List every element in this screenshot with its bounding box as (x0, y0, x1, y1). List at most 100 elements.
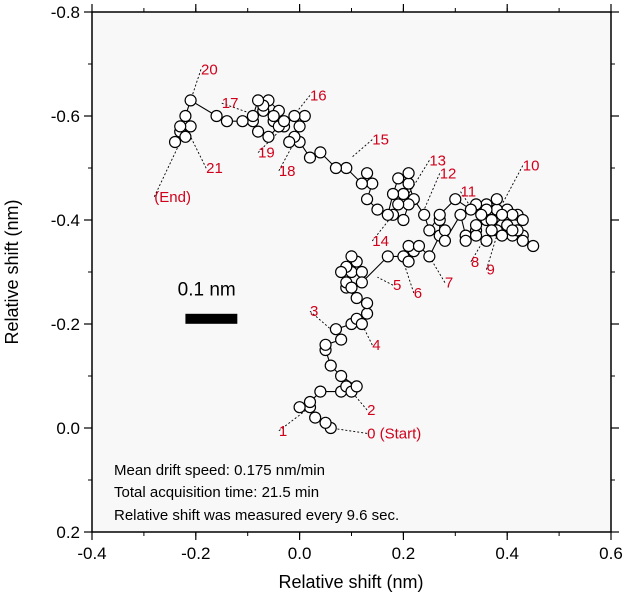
data-point (495, 229, 509, 242)
data-point (397, 187, 410, 201)
annotation-label: 3 (310, 303, 318, 320)
annotation-leader (288, 95, 311, 122)
y-tick-label: 0.0 (56, 419, 80, 438)
data-point (454, 208, 467, 221)
data-point (314, 146, 327, 159)
annotation-leader (377, 276, 394, 286)
data-point (329, 323, 343, 336)
data-point (516, 234, 529, 247)
annotation-label: 1 (279, 423, 287, 440)
data-point (168, 135, 182, 149)
data-point (251, 125, 265, 138)
data-point (506, 224, 519, 237)
data-point (433, 208, 446, 221)
data-point (210, 109, 223, 123)
data-point (475, 208, 488, 221)
data-point (438, 224, 452, 237)
data-point (360, 167, 374, 180)
x-tick-label: 0.6 (599, 544, 623, 563)
annotation-label: 13 (429, 152, 446, 169)
data-point (246, 109, 259, 123)
data-point (303, 151, 317, 164)
data-point (386, 187, 400, 201)
data-point (277, 115, 291, 128)
data-point (506, 208, 519, 221)
annotation-label: 11 (460, 184, 476, 201)
annotation-leader (190, 136, 207, 169)
data-point (469, 219, 483, 232)
data-point (402, 198, 415, 211)
data-point (184, 94, 197, 107)
annotation-label: 10 (523, 158, 540, 175)
data-point (350, 380, 363, 393)
data-point (293, 401, 306, 414)
data-point (220, 115, 234, 128)
data-point (345, 250, 358, 263)
data-point (309, 411, 322, 424)
data-point (355, 265, 368, 279)
annotation-label: 17 (222, 95, 239, 112)
data-point (319, 338, 332, 351)
data-point (324, 359, 337, 372)
annotation-leader (257, 131, 280, 153)
data-point (392, 198, 405, 211)
data-point (179, 130, 192, 143)
annotation-leader (278, 141, 295, 172)
annotation-leader (371, 214, 394, 242)
notes-block: Mean drift speed: 0.175 nm/min Total acq… (114, 462, 399, 524)
data-point (412, 239, 426, 253)
data-point (319, 416, 332, 429)
scale-bar-label: 0.1 nm (178, 279, 236, 300)
data-point (345, 281, 358, 294)
data-point (355, 317, 368, 331)
data-point (402, 239, 415, 253)
axes-group: -0.4 -0.2 0.0 0.2 0.4 0.6 0.2 0.0 -0.2 -0.4 -0.6 -0… (51, 3, 623, 563)
annotation-label: 4 (372, 337, 380, 354)
annotation-label: 20 (201, 61, 218, 78)
data-point (360, 307, 374, 320)
annotation-label: 12 (440, 165, 457, 182)
y-axis-title: Relative shift (nm) (2, 199, 22, 344)
annotation-label: 5 (393, 277, 401, 294)
annotation-label: 9 (486, 262, 494, 279)
note-line-3: Relative shift was measured every 9.6 se… (114, 507, 399, 524)
data-point (298, 109, 311, 123)
x-tick-label: -0.4 (77, 544, 106, 563)
y-tick-label: -0.6 (51, 107, 80, 126)
data-point (381, 208, 394, 221)
annotation-leader (501, 165, 524, 205)
data-point (516, 213, 529, 227)
data-point (392, 172, 405, 185)
x-tick-label: -0.2 (181, 544, 210, 563)
data-point (423, 224, 436, 237)
data-point (438, 234, 452, 247)
annotation-label: 18 (279, 163, 296, 180)
annotation-label: 6 (414, 285, 422, 302)
data-point (335, 265, 348, 279)
data-point (485, 213, 498, 227)
data-point (303, 395, 317, 409)
data-point (459, 234, 472, 247)
annotation-leader (190, 69, 202, 101)
data-point (360, 297, 374, 310)
data-point (402, 167, 415, 180)
data-point (423, 250, 436, 263)
data-point (179, 109, 192, 123)
data-point (402, 177, 415, 190)
data-point (174, 120, 187, 133)
data-points (168, 94, 540, 435)
x-tick-label: 0.0 (288, 544, 312, 563)
data-point (262, 130, 275, 143)
annotation-label: 19 (258, 145, 275, 162)
scale-bar-rect (185, 313, 238, 324)
annotation-label: 16 (310, 87, 327, 104)
annotation-leader (402, 261, 415, 294)
annotation-label: 0 (Start) (367, 425, 421, 442)
data-point (350, 291, 363, 305)
data-point (184, 120, 197, 133)
annotation-label: 15 (372, 132, 389, 149)
y-tick-label: -0.4 (51, 211, 80, 230)
data-point (360, 193, 374, 206)
data-point (335, 369, 348, 383)
data-point (469, 229, 483, 242)
